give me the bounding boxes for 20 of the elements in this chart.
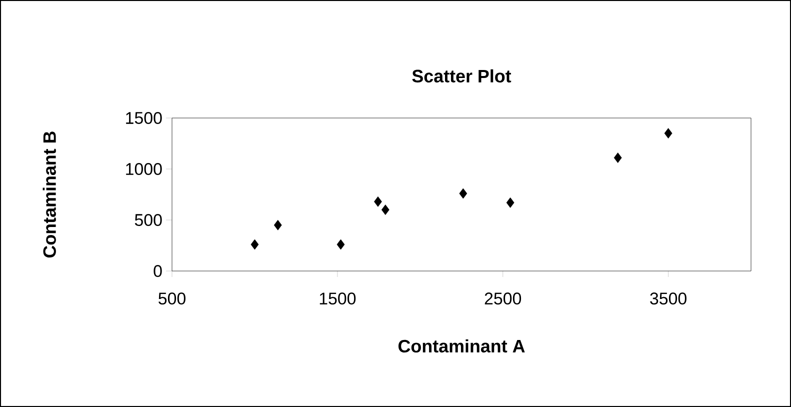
y-tick-label: 1500 xyxy=(126,112,162,124)
point xyxy=(274,220,282,230)
point xyxy=(506,197,514,208)
point xyxy=(336,239,345,250)
x-tick-label: 3500 xyxy=(650,292,686,305)
chart-title: Scatter Plot xyxy=(412,69,512,82)
x-tick-label: 500 xyxy=(158,292,186,305)
y-tick-label: 500 xyxy=(134,214,162,226)
x-tick-label: 1500 xyxy=(320,292,356,305)
y-axis-title: Contaminant B xyxy=(42,132,56,258)
x-axis-title: Contaminant A xyxy=(398,339,525,353)
point xyxy=(614,152,622,163)
point xyxy=(374,196,382,207)
x-tick-label: 2500 xyxy=(484,292,522,305)
point xyxy=(381,204,390,215)
point xyxy=(459,188,468,199)
point xyxy=(664,128,672,138)
y-tick-label: 0 xyxy=(154,265,162,277)
point xyxy=(250,239,259,250)
y-tick-label: 1000 xyxy=(126,163,162,175)
